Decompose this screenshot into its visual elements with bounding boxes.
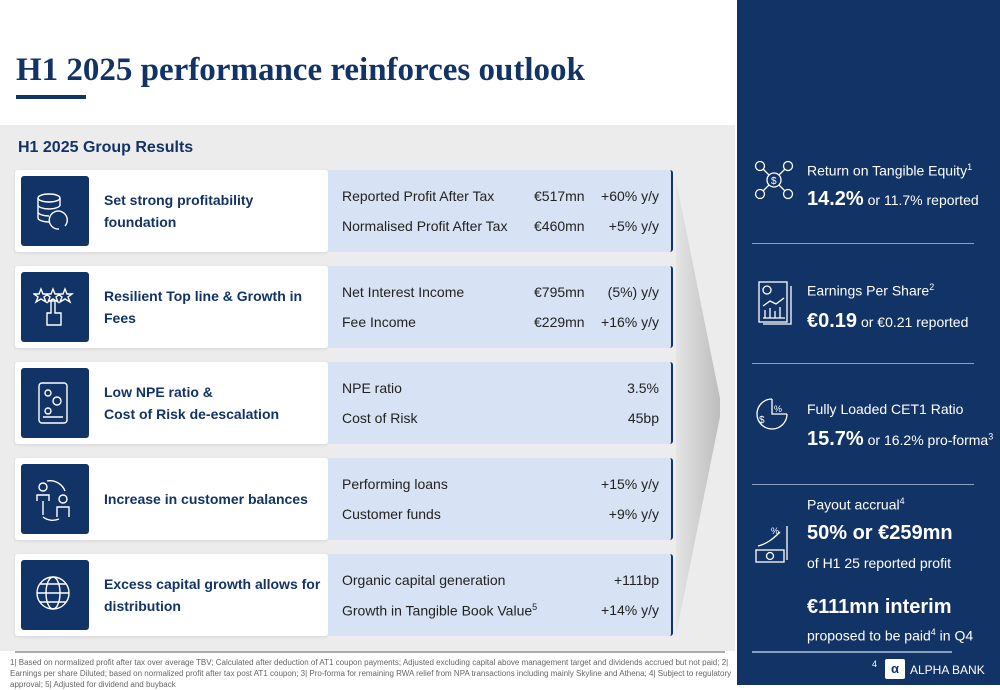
metric-name: Organic capital generation xyxy=(342,572,506,588)
metric-name: Growth in Tangible Book Value5 xyxy=(342,602,538,619)
metric-name: Customer funds xyxy=(342,506,441,522)
tablet-gears-icon xyxy=(38,382,68,424)
metric-value: €460mn xyxy=(534,218,585,234)
metrics-card: Net Interest Income €795mn (5%) y/y Fee Inc… xyxy=(328,266,673,348)
icon-box xyxy=(21,368,89,438)
rote-label: Return on Tangible Equity1 xyxy=(807,162,973,179)
payout-cash-icon: % xyxy=(755,526,788,563)
cet1-label: Fully Loaded CET1 Ratio xyxy=(807,401,964,417)
brand-name: ALPHA BANK xyxy=(910,663,985,677)
payout-value: 50% or €259mn xyxy=(807,522,953,544)
metric-name: Fee Income xyxy=(342,314,416,330)
payout-note: of H1 25 reported profit xyxy=(807,555,951,571)
row-card: Excess capital growth allows for distribu… xyxy=(15,554,328,636)
metric-name: NPE ratio xyxy=(342,380,402,396)
page-title: H1 2025 performance reinforces outlook xyxy=(16,52,585,88)
metric-value: €517mn xyxy=(534,188,585,204)
report-chart-icon xyxy=(758,281,792,325)
metrics-card: Reported Profit After Tax €517mn +60% y/y N… xyxy=(328,170,673,252)
icon-box xyxy=(21,560,89,630)
metrics-card: NPE ratio 3.5% Cost of Risk 45bp xyxy=(328,362,673,444)
svg-text:%: % xyxy=(771,526,779,536)
footer-line xyxy=(752,651,952,653)
row-card: Set strong profitability foundation xyxy=(15,170,328,252)
metric-name: Performing loans xyxy=(342,476,448,492)
metric-change: +111bp xyxy=(613,572,659,588)
cet1-value: 15.7% or 16.2% pro-forma3 xyxy=(807,428,994,450)
result-row: Increase in customer balances Performing… xyxy=(15,458,675,540)
metric-change: +60% y/y xyxy=(601,188,659,204)
footer-line xyxy=(15,651,725,653)
metric-change: +14% y/y xyxy=(601,602,659,618)
metric-change: +9% y/y xyxy=(608,506,659,522)
row-card: Increase in customer balances xyxy=(15,458,328,540)
divider xyxy=(752,243,974,244)
database-coin-icon xyxy=(37,193,68,230)
eps-value: €0.19 or €0.21 reported xyxy=(807,310,969,332)
row-label: Set strong profitability foundation xyxy=(104,192,254,230)
icon-box xyxy=(21,272,89,342)
payout-label: Payout accrual4 xyxy=(807,496,905,513)
row-label: Low NPE ratio & Cost of Risk de-escalatio… xyxy=(104,384,280,422)
result-row: Resilient Top line & Growth in Fees Net … xyxy=(15,266,675,348)
metrics-card: Performing loans +15% y/y Customer funds +9… xyxy=(328,458,673,540)
result-row: Excess capital growth allows for distribu… xyxy=(15,554,675,636)
svg-text:$: $ xyxy=(759,415,765,426)
page-number: 4 xyxy=(872,659,878,669)
metric-change: 45bp xyxy=(627,410,659,426)
svg-text:$: $ xyxy=(771,176,777,187)
globe-icon xyxy=(36,576,70,610)
metric-change: 3.5% xyxy=(627,380,659,396)
interim-note: proposed to be paid4 in Q4 xyxy=(807,627,974,644)
row-card: Resilient Top line & Growth in Fees xyxy=(15,266,328,348)
metric-value: €795mn xyxy=(534,284,585,300)
footnotes: 1| Based on normalized profit after tax … xyxy=(10,658,732,689)
svg-text:%: % xyxy=(774,404,782,414)
metric-value: €229mn xyxy=(534,314,585,330)
metric-name: Net Interest Income xyxy=(342,284,465,300)
eps-label: Earnings Per Share2 xyxy=(807,282,935,299)
rote-value: 14.2% or 11.7% reported xyxy=(807,188,979,210)
metric-change: +15% y/y xyxy=(601,476,659,492)
result-row: Low NPE ratio & Cost of Risk de-escalatio… xyxy=(15,362,675,444)
divider xyxy=(752,363,974,364)
metric-name: Cost of Risk xyxy=(342,410,418,426)
metrics-card: Organic capital generation +111bp Growth i… xyxy=(328,554,673,636)
metric-change: +16% y/y xyxy=(601,314,659,330)
customers-icon xyxy=(36,480,70,521)
capital-ratio-icon: $% xyxy=(756,398,788,430)
row-label: Resilient Top line & Growth in Fees xyxy=(104,288,303,326)
result-row: Set strong profitability foundation Repo… xyxy=(15,170,675,252)
network-dollar-icon: $ xyxy=(754,160,794,200)
section-title: H1 2025 Group Results xyxy=(18,139,194,156)
title-underline xyxy=(16,95,86,99)
metric-name: Normalised Profit After Tax xyxy=(342,218,508,234)
stars-thumb-icon xyxy=(33,287,75,326)
row-card: Low NPE ratio & Cost of Risk de-escalatio… xyxy=(15,362,328,444)
alpha-bank-logo-icon: α xyxy=(885,659,905,679)
icon-box xyxy=(21,464,89,534)
interim-value: €111mn interim xyxy=(807,596,952,618)
metric-name: Reported Profit After Tax xyxy=(342,188,495,204)
row-label: Increase in customer balances xyxy=(104,491,308,507)
metric-change: +5% y/y xyxy=(608,218,659,234)
divider xyxy=(752,484,974,485)
kpi-sidebar: $ Return on Tangible Equity1 14.2% or 11… xyxy=(737,0,1000,685)
icon-box xyxy=(21,176,89,246)
metric-change: (5%) y/y xyxy=(607,284,659,300)
row-label: Excess capital growth allows for distribu… xyxy=(104,576,321,614)
